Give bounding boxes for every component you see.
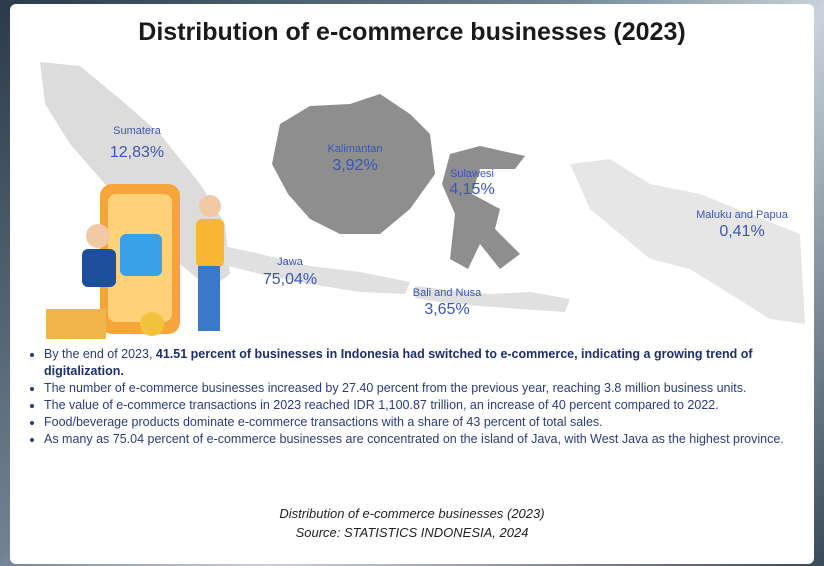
region-name: Sulawesi	[450, 168, 494, 180]
region-name: Sumatera	[113, 125, 162, 137]
bullet: As many as 75.04 percent of e-commerce b…	[44, 431, 824, 448]
map: Sumatera 12,83% Kalimantan 3,92% Sulawes…	[10, 44, 814, 344]
bullet-text: By the end of 2023,	[44, 347, 152, 361]
region-share: 12,83%	[110, 144, 164, 161]
caption-line: Distribution of e-commerce businesses (2…	[10, 504, 814, 523]
region-share: 3,92%	[332, 157, 377, 174]
bullet: The number of e-commerce businesses incr…	[44, 380, 824, 397]
caption-source: Source: STATISTICS INDONESIA, 2024	[10, 523, 814, 542]
region-share: 0,41%	[719, 223, 764, 240]
page: Distribution of e-commerce businesses (2…	[0, 0, 824, 566]
infographic-card: Distribution of e-commerce businesses (2…	[10, 4, 814, 564]
region-share: 75,04%	[263, 271, 317, 288]
bullet-list: By the end of 2023, 41.51 percent of bus…	[26, 346, 824, 448]
island-papua	[570, 159, 805, 324]
region-name: Kalimantan	[327, 143, 382, 155]
bullet: Food/beverage products dominate e-commer…	[44, 414, 824, 431]
island-sulawesi	[442, 146, 525, 269]
bullet: The value of e-commerce transactions in …	[44, 397, 824, 414]
title: Distribution of e-commerce businesses (2…	[10, 18, 814, 47]
region-name: Bali and Nusa	[413, 287, 482, 299]
region-name: Jawa	[277, 256, 304, 268]
bullet: By the end of 2023, 41.51 percent of bus…	[44, 346, 824, 380]
caption: Distribution of e-commerce businesses (2…	[10, 504, 814, 542]
region-share: 3,65%	[424, 301, 469, 318]
region-name: Maluku and Papua	[696, 209, 789, 221]
region-share: 4,15%	[449, 181, 494, 198]
